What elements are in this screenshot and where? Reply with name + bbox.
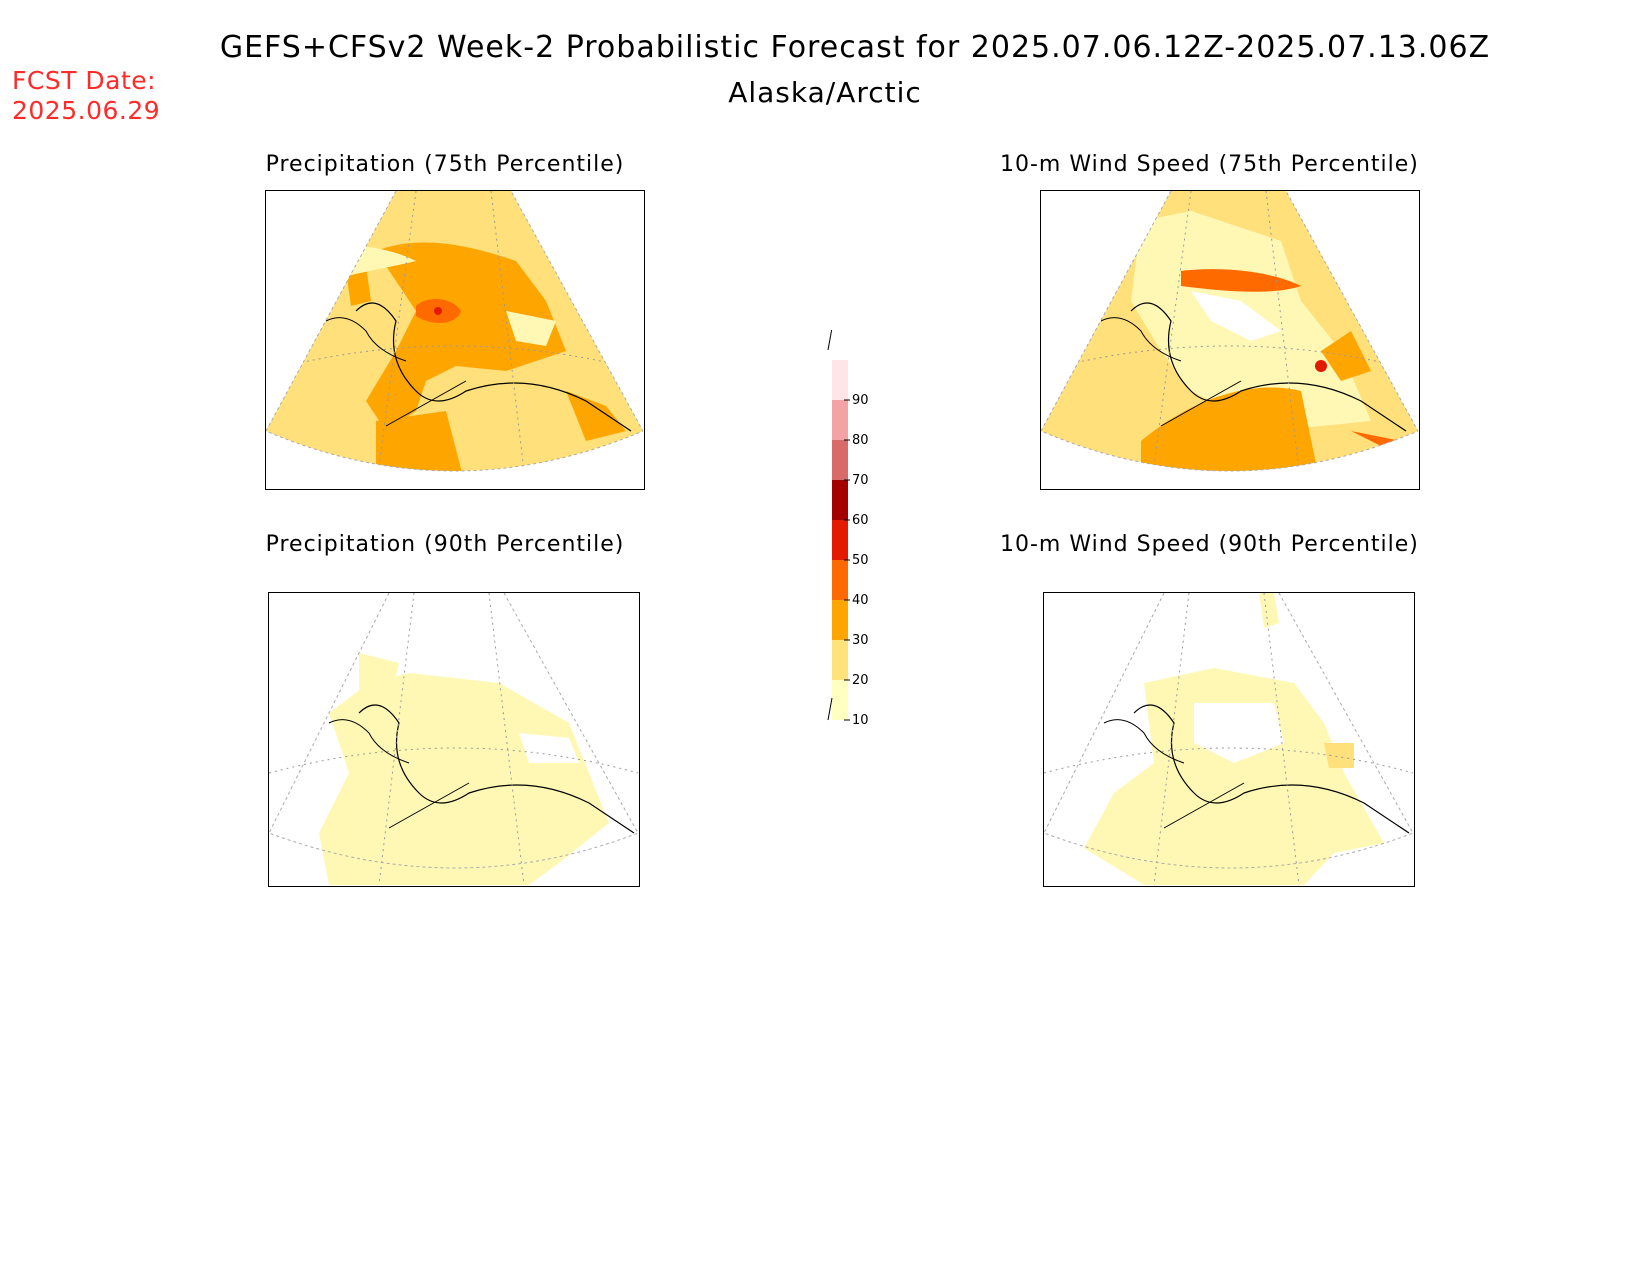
- precip75-domain-edge: [266, 191, 643, 472]
- wind75-gridlines: [1041, 191, 1418, 471]
- map-wind-75: [1040, 190, 1420, 490]
- precip90-coastline: [358, 704, 635, 834]
- wind90-zone-10-n: [1259, 593, 1279, 628]
- colorbar-swatches: [832, 360, 848, 720]
- wind90-zone-20: [1324, 743, 1354, 768]
- colorbar-swatch-30: [832, 600, 848, 640]
- colorbar-swatch-40: [832, 560, 848, 600]
- precip90-gap: [519, 733, 579, 763]
- precip75-zone-30: [366, 242, 566, 431]
- colorbar-label-70: 70: [852, 473, 869, 488]
- precip75-zone-30-west: [346, 266, 371, 306]
- map-precip-90: [268, 592, 640, 887]
- precip90-aleutian-line: [388, 782, 470, 829]
- colorbar-label-80: 80: [852, 433, 869, 448]
- wind75-zone-50: [1315, 360, 1327, 372]
- panel-title-precip-75: Precipitation (75th Percentile): [265, 152, 625, 177]
- wind90-aleutian-line: [1163, 782, 1245, 829]
- wind90-coastline: [1133, 704, 1410, 834]
- wind75-zone-white: [1191, 291, 1281, 341]
- wind75-zone-30: [1141, 387, 1321, 471]
- precip75-aleutian-line: [385, 380, 467, 427]
- colorbar-swatch-10: [832, 680, 848, 720]
- panel-title-precip-90: Precipitation (90th Percentile): [265, 532, 625, 557]
- precip90-zone-10: [319, 673, 609, 885]
- panel-title-wind-90: 10-m Wind Speed (90th Percentile): [1000, 532, 1419, 557]
- colorbar-swatch-80: [832, 400, 848, 440]
- colorbar-label-30: 30: [852, 633, 869, 648]
- colorbar-swatch-90: [832, 360, 848, 400]
- colorbar-label-50: 50: [852, 553, 869, 568]
- wind90-gridlines: [1044, 593, 1413, 885]
- colorbar: 10 20 30 40 50 60 70 80 90: [827, 330, 869, 728]
- wind75-zone-40-se: [1351, 431, 1401, 446]
- colorbar-swatch-50: [832, 520, 848, 560]
- colorbar-label-20: 20: [852, 673, 869, 688]
- colorbar-label-60: 60: [852, 513, 869, 528]
- map-wind-90: [1043, 592, 1415, 887]
- precip90-zone-10-nw: [359, 653, 399, 703]
- colorbar-labels: 10 20 30 40 50 60 70 80 90: [844, 393, 869, 728]
- wind90-domain-edge: [1044, 593, 1413, 869]
- precip90-coastline-west: [328, 719, 410, 764]
- colorbar-label-10: 10: [852, 713, 869, 728]
- precip75-coastline: [355, 302, 632, 432]
- wind90-zone-10: [1084, 668, 1384, 885]
- colorbar-swatch-70: [832, 440, 848, 480]
- wind75-aleutian-line: [1160, 380, 1242, 427]
- precip90-gridlines: [269, 593, 638, 885]
- forecast-date-block: FCST Date: 2025.06.29: [12, 66, 160, 126]
- forecast-date-label: FCST Date:: [12, 66, 157, 95]
- panel-title-wind-75: 10-m Wind Speed (75th Percentile): [1000, 152, 1419, 177]
- colorbar-swatch-60: [832, 480, 848, 520]
- region-subtitle: Alaska/Arctic: [728, 76, 922, 109]
- precip75-zone-30-east: [566, 391, 626, 441]
- precip75-zone-50: [434, 307, 442, 315]
- precip75-coastline-west: [325, 317, 407, 362]
- colorbar-end-arrows: [827, 330, 833, 721]
- wind75-domain-edge: [1041, 191, 1418, 472]
- precip75-gridlines: [266, 191, 643, 471]
- forecast-date-value: 2025.06.29: [12, 96, 161, 125]
- main-title: GEFS+CFSv2 Week-2 Probabilistic Forecast…: [219, 30, 1491, 65]
- wind75-coastline: [1130, 302, 1407, 432]
- precip90-domain-edge: [269, 593, 638, 869]
- colorbar-swatch-20: [832, 640, 848, 680]
- wind90-coastline-west: [1103, 719, 1185, 764]
- wind75-zone-40: [1181, 269, 1301, 292]
- precip75-zone-10-b: [506, 311, 556, 346]
- colorbar-label-90: 90: [852, 393, 869, 408]
- map-precip-75: [265, 190, 645, 490]
- colorbar-label-40: 40: [852, 593, 869, 608]
- wind75-coastline-west: [1100, 317, 1182, 362]
